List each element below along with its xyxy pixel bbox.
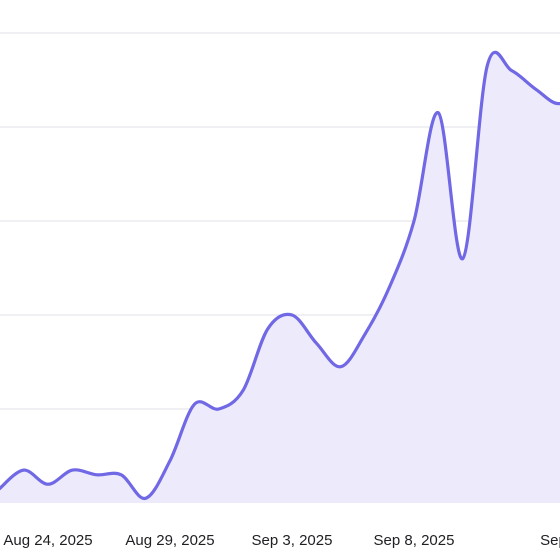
series-area bbox=[0, 52, 560, 503]
x-tick-label: Sep 15, 2025 bbox=[540, 532, 560, 549]
series-line bbox=[0, 50, 560, 500]
x-axis-tick-labels: Aug 24, 2025 Aug 29, 2025 Sep 3, 2025 Sep 8… bbox=[3, 532, 560, 549]
x-tick-label: Sep 8, 2025 bbox=[374, 532, 455, 549]
x-tick-label: Aug 29, 2025 bbox=[125, 532, 214, 549]
x-tick-label: Sep 3, 2025 bbox=[252, 532, 333, 549]
x-tick-label: Aug 24, 2025 bbox=[3, 532, 92, 549]
